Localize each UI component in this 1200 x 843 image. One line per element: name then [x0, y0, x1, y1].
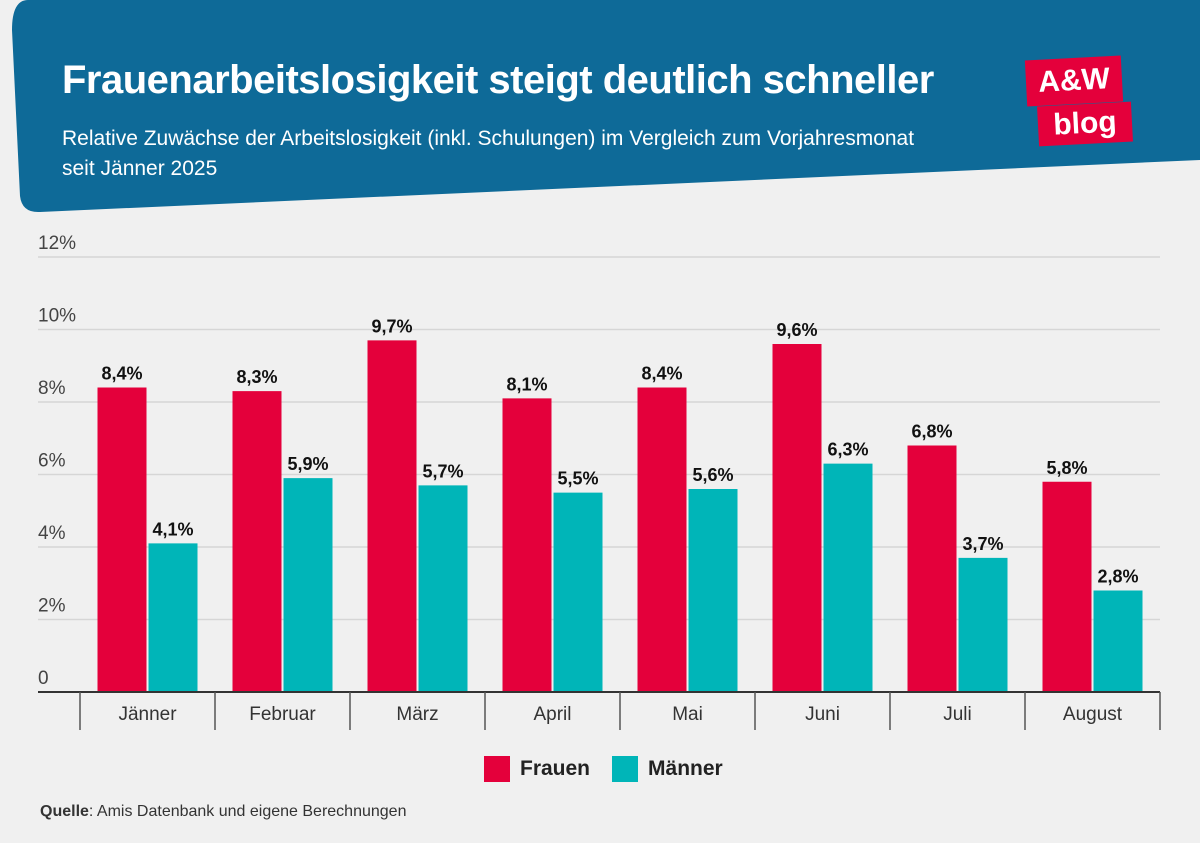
x-tick-label-7: Juli: [943, 704, 972, 725]
source-note: Quelle: Amis Datenbank und eigene Berech…: [40, 803, 406, 821]
value-label-frauen-1: 8,4%: [101, 364, 142, 384]
bar-maenner-4: [553, 492, 603, 692]
chart-subtitle: Relative Zuwächse der Arbeitslosigkeit (…: [62, 127, 915, 180]
legend-label-frauen: Frauen: [520, 757, 591, 780]
y-tick-label-4: 4%: [38, 523, 66, 544]
y-tick-label-8: 8%: [38, 378, 66, 399]
value-label-maenner-1: 4,1%: [152, 519, 193, 539]
source-label: Quelle: [40, 803, 89, 820]
bar-maenner-8: [1093, 590, 1143, 692]
value-label-maenner-3: 5,7%: [422, 461, 463, 481]
value-label-frauen-6: 9,6%: [776, 320, 817, 340]
value-label-maenner-4: 5,5%: [557, 469, 598, 489]
logo-aw: A&W: [1024, 55, 1124, 107]
value-label-maenner-2: 5,9%: [287, 454, 328, 474]
bar-frauen-4: [502, 398, 552, 692]
bar-frauen-7: [907, 445, 957, 692]
bar-maenner-7: [958, 557, 1008, 692]
y-tick-label-0: 0: [38, 668, 49, 689]
legend-label-maenner: Männer: [648, 757, 723, 780]
legend-swatch-frauen: [484, 756, 510, 782]
bar-chart: 0 2% 4% 6% 8% 10% 12% 8,4% 4,1% Jänner 8,3% 5,9% Feb…: [38, 233, 1161, 730]
y-tick-label-2: 2%: [38, 596, 66, 617]
bar-frauen-5: [637, 387, 687, 692]
header-band: [12, 0, 1200, 213]
x-tick-label-3: März: [396, 704, 438, 725]
y-tick-label-12: 12%: [38, 233, 76, 254]
legend-swatch-maenner: [612, 756, 639, 782]
value-label-frauen-8: 5,8%: [1046, 458, 1087, 478]
x-tick-label-4: April: [533, 704, 571, 725]
value-label-frauen-3: 9,7%: [371, 316, 412, 336]
y-tick-label-10: 10%: [38, 306, 76, 327]
legend-item-maenner: Männer: [612, 756, 723, 782]
bar-frauen-1: [97, 387, 147, 692]
source-text: : Amis Datenbank und eigene Berechnungen: [88, 803, 407, 820]
bar-frauen-8: [1042, 481, 1092, 692]
value-label-maenner-5: 5,6%: [692, 465, 733, 485]
value-label-frauen-2: 8,3%: [236, 367, 277, 387]
chart-title: Frauenarbeitslosigkeit steigt deutlich s…: [62, 58, 934, 102]
x-tick-label-5: Mai: [672, 704, 703, 725]
header-band-shape: [12, 0, 1200, 213]
value-label-frauen-4: 8,1%: [506, 374, 547, 394]
value-label-maenner-7: 3,7%: [962, 534, 1003, 554]
x-tick-label-8: August: [1063, 704, 1123, 725]
bar-maenner-3: [418, 485, 468, 692]
legend-item-frauen: Frauen: [484, 756, 590, 782]
value-label-frauen-7: 6,8%: [911, 422, 952, 442]
legend: Frauen Männer: [484, 756, 745, 782]
value-label-frauen-5: 8,4%: [641, 364, 682, 384]
value-label-maenner-6: 6,3%: [827, 440, 868, 460]
value-label-maenner-8: 2,8%: [1097, 567, 1138, 587]
x-tick-label-1: Jänner: [118, 704, 177, 725]
logo-blog: blog: [1037, 101, 1133, 147]
x-tick-label-2: Februar: [249, 704, 316, 725]
bar-frauen-2: [232, 391, 282, 692]
bar-frauen-6: [772, 344, 822, 692]
bar-maenner-2: [283, 478, 333, 692]
bar-maenner-5: [688, 489, 738, 692]
bar-maenner-6: [823, 463, 873, 692]
bar-maenner-1: [148, 543, 198, 692]
x-tick-label-6: Juni: [805, 704, 840, 725]
bar-frauen-3: [367, 340, 417, 692]
y-tick-label-6: 6%: [38, 451, 66, 472]
